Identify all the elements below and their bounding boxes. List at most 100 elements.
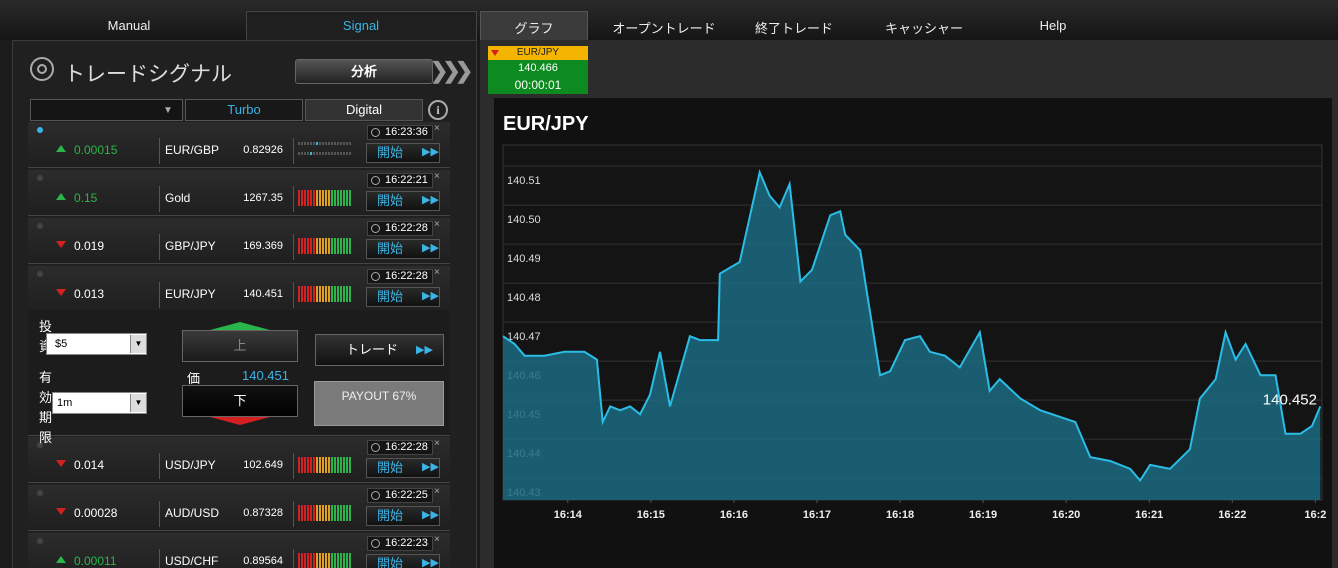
start-chevron: ▶▶ — [422, 290, 439, 302]
start-button[interactable]: 開始 — [366, 191, 440, 211]
start-button[interactable]: 開始 — [366, 239, 440, 259]
expiry-dropdown[interactable]: 1m — [52, 392, 147, 414]
filter-tab[interactable]: Turbo — [185, 99, 303, 121]
meter-dot — [307, 152, 309, 155]
nav-tab-label[interactable]: 終了トレード — [754, 21, 833, 36]
meter-bar — [316, 286, 318, 302]
trade-button[interactable]: トレード — [315, 334, 444, 366]
time-box — [367, 173, 433, 188]
meter-dot — [313, 142, 315, 145]
time-box — [367, 269, 433, 284]
meter-bar — [349, 553, 351, 568]
meter-bar — [301, 238, 303, 254]
y-tick-label: 140.47 — [507, 331, 541, 343]
nav-tab-label[interactable]: オープントレード — [612, 21, 716, 36]
start-button[interactable]: 開始 — [366, 506, 440, 526]
meter-dot — [337, 142, 339, 145]
meter-dot — [319, 142, 321, 145]
tab-graph[interactable] — [480, 11, 588, 40]
meter-bar — [301, 505, 303, 521]
dropdown-arrow: ▼ — [163, 105, 173, 116]
signal-price: 1267.35 — [243, 192, 283, 204]
meter-bar — [346, 190, 348, 206]
meter-bar — [310, 457, 312, 473]
y-tick-label: 140.50 — [507, 214, 541, 226]
meter-bar — [307, 190, 309, 206]
trend-arrow — [56, 145, 66, 152]
meter-dot — [349, 152, 351, 155]
signal-change: 0.15 — [74, 191, 98, 205]
analyze-chevrons: ❯❯❯ — [430, 58, 473, 83]
meter-dot — [325, 152, 327, 155]
tab-signal[interactable] — [246, 11, 477, 40]
start-button[interactable]: 開始 — [366, 458, 440, 478]
nav-tab-label[interactable]: Manual — [107, 18, 151, 33]
meter-bar — [346, 286, 348, 302]
meter-dot — [328, 152, 330, 155]
nav-tab-label[interactable]: Help — [1039, 18, 1067, 33]
meter-bar — [307, 457, 309, 473]
meter-bar — [346, 457, 348, 473]
meter-bar — [301, 286, 303, 302]
start-chevron: ▶▶ — [422, 509, 439, 521]
signal-time: 16:22:25 — [385, 489, 428, 501]
nav-tab-label[interactable]: Signal — [342, 18, 380, 33]
up-button[interactable]: 上 — [182, 330, 298, 362]
info-icon[interactable]: i — [428, 100, 448, 120]
time-box — [367, 536, 433, 551]
signal-price: 0.82926 — [243, 144, 283, 156]
meter-dot — [316, 152, 318, 155]
signal-change: 0.00015 — [74, 143, 118, 157]
meter-bar — [316, 505, 318, 521]
close-x[interactable]: × — [434, 534, 440, 545]
meter-bar — [331, 238, 333, 254]
meter-bar — [322, 286, 324, 302]
nav-tab-label[interactable]: キャッシャー — [884, 21, 963, 36]
invest-dropdown[interactable]: $5 — [46, 333, 147, 355]
meter-bar — [307, 286, 309, 302]
start-button[interactable]: 開始 — [366, 143, 440, 163]
meter-bar — [343, 457, 345, 473]
meter-bar — [319, 286, 321, 302]
meter-bar — [325, 457, 327, 473]
close-x[interactable]: × — [434, 123, 440, 134]
signal-icon-core — [37, 64, 47, 74]
filter-tab[interactable]: Digital — [305, 99, 423, 121]
meter-bar — [310, 238, 312, 254]
strength-meter — [298, 142, 354, 158]
price-label: 価 — [187, 371, 201, 386]
trend-arrow — [56, 193, 66, 200]
meter-bar — [304, 505, 306, 521]
meter-bar — [301, 553, 303, 568]
close-x[interactable]: × — [434, 267, 440, 278]
meter-bar — [331, 505, 333, 521]
filter-dropdown[interactable] — [30, 99, 183, 121]
signal-time: 16:22:23 — [385, 537, 428, 549]
close-x[interactable]: × — [434, 486, 440, 497]
start-button[interactable]: 開始 — [366, 287, 440, 307]
signal-price: 102.649 — [243, 459, 283, 471]
meter-dot — [301, 142, 303, 145]
divider — [293, 282, 294, 308]
close-x[interactable]: × — [434, 171, 440, 182]
meter-bar — [346, 505, 348, 521]
close-x[interactable]: × — [434, 438, 440, 449]
x-tick-label: 16:2 — [1304, 509, 1326, 521]
nav-tab-label[interactable]: グラフ — [514, 21, 554, 36]
signal-time: 16:22:28 — [385, 441, 428, 453]
meter-dot — [298, 152, 300, 155]
meter-bar — [307, 238, 309, 254]
panel-title: トレードシグナル — [64, 63, 232, 86]
start-button[interactable]: 開始 — [366, 554, 440, 568]
meter-dot — [328, 142, 330, 145]
meter-bar — [310, 553, 312, 568]
close-x[interactable]: × — [434, 219, 440, 230]
meter-bar — [316, 190, 318, 206]
meter-bar — [337, 190, 339, 206]
analyze-button[interactable]: 分析 — [295, 59, 433, 84]
divider — [293, 234, 294, 260]
down-button[interactable]: 下 — [182, 385, 298, 417]
signal-asset: USD/CHF — [165, 554, 219, 568]
signal-price: 169.369 — [243, 240, 283, 252]
